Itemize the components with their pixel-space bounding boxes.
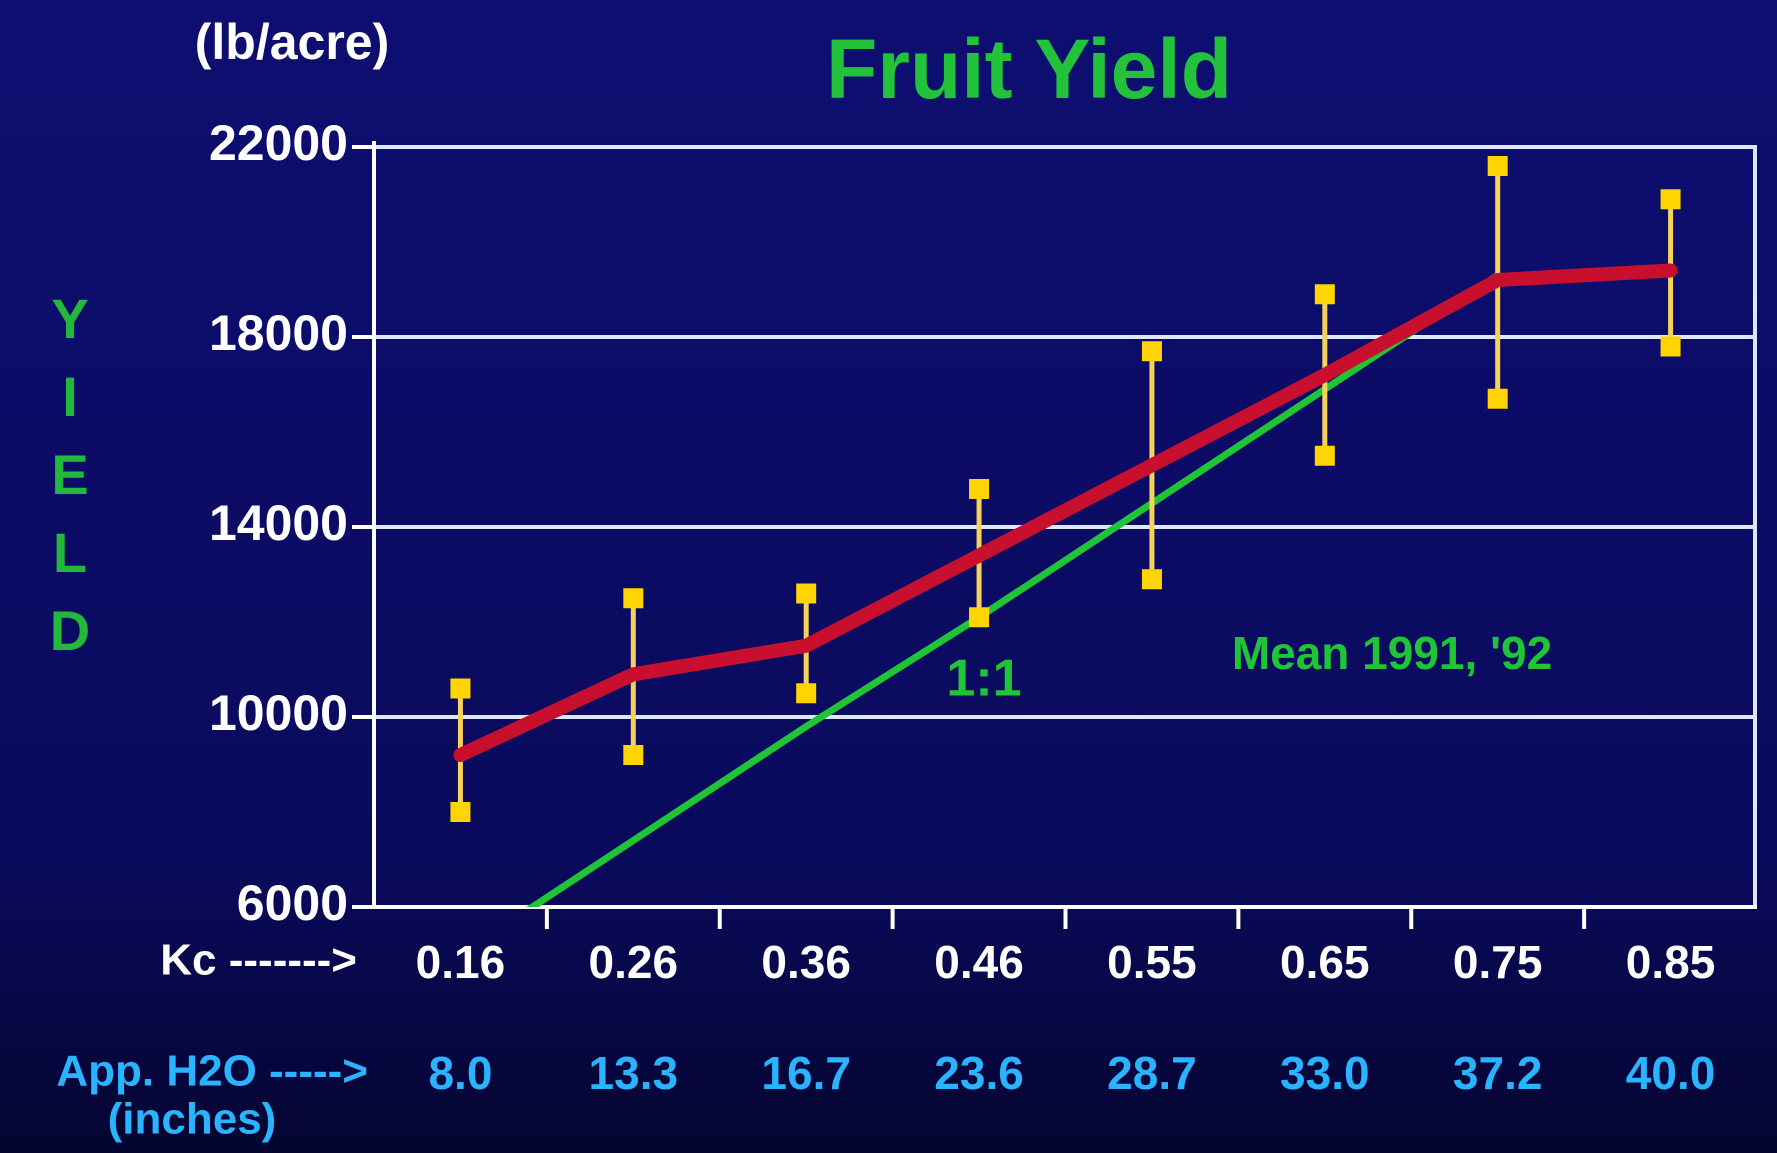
secondary-tick-label: 33.0 <box>1280 1047 1370 1099</box>
secondary-tick-label: 23.6 <box>934 1047 1024 1099</box>
secondary-tick-label: 8.0 <box>428 1047 492 1099</box>
error-cap-low <box>623 745 644 765</box>
x-row-label: Kc -------> <box>160 936 357 985</box>
error-cap-high <box>969 479 990 499</box>
secondary-row-label: App. H2O -----> <box>56 1047 368 1096</box>
y-tick-label: 6000 <box>237 875 348 931</box>
error-cap-low <box>1314 445 1335 466</box>
x-tick-label: 0.16 <box>416 936 506 988</box>
secondary-tick-label: 13.3 <box>589 1047 679 1099</box>
x-tick-label: 0.75 <box>1453 936 1543 988</box>
error-cap-high <box>1314 284 1335 305</box>
error-cap-high <box>623 588 644 609</box>
error-cap-low <box>1660 336 1681 357</box>
series-label: Mean 1991, '92 <box>1232 627 1552 679</box>
error-cap-low <box>1487 388 1508 409</box>
error-cap-low <box>1141 569 1162 590</box>
y-axis-label-letter: L <box>53 521 87 584</box>
y-axis-label-letter: Y <box>51 287 88 350</box>
x-tick-label: 0.26 <box>589 936 679 988</box>
y-axis-label-letter: I <box>62 365 78 428</box>
error-cap-high <box>1487 156 1508 176</box>
chart-title: Fruit Yield <box>826 22 1232 116</box>
y-tick-label: 18000 <box>209 305 348 361</box>
y-axis-label-letter: D <box>50 599 90 662</box>
error-cap-low <box>450 802 471 822</box>
x-tick-label: 0.46 <box>934 936 1024 988</box>
x-tick-label: 0.55 <box>1107 936 1197 988</box>
error-cap-high <box>1660 189 1681 210</box>
x-tick-label: 0.36 <box>761 936 851 988</box>
x-tick-label: 0.85 <box>1626 936 1716 988</box>
x-tick-label: 0.65 <box>1280 936 1370 988</box>
y-axis-label-letter: E <box>51 443 88 506</box>
secondary-tick-label: 28.7 <box>1107 1047 1197 1099</box>
secondary-tick-label: 37.2 <box>1453 1047 1543 1099</box>
error-cap-high <box>450 678 471 699</box>
error-cap-low <box>969 607 990 628</box>
error-cap-low <box>796 683 817 704</box>
plot-area <box>450 156 1681 907</box>
error-cap-high <box>796 583 817 604</box>
y-tick-label: 10000 <box>209 685 348 741</box>
series-line <box>453 263 1678 762</box>
secondary-tick-label: 16.7 <box>761 1047 851 1099</box>
reference-label: 1:1 <box>946 650 1021 708</box>
y-tick-label: 14000 <box>209 495 348 551</box>
y-unit: (lb/acre) <box>195 14 390 70</box>
error-cap-high <box>1141 341 1162 362</box>
secondary-row-unit: (inches) <box>108 1095 277 1144</box>
y-tick-label: 22000 <box>209 115 348 171</box>
secondary-tick-label: 40.0 <box>1626 1047 1716 1099</box>
